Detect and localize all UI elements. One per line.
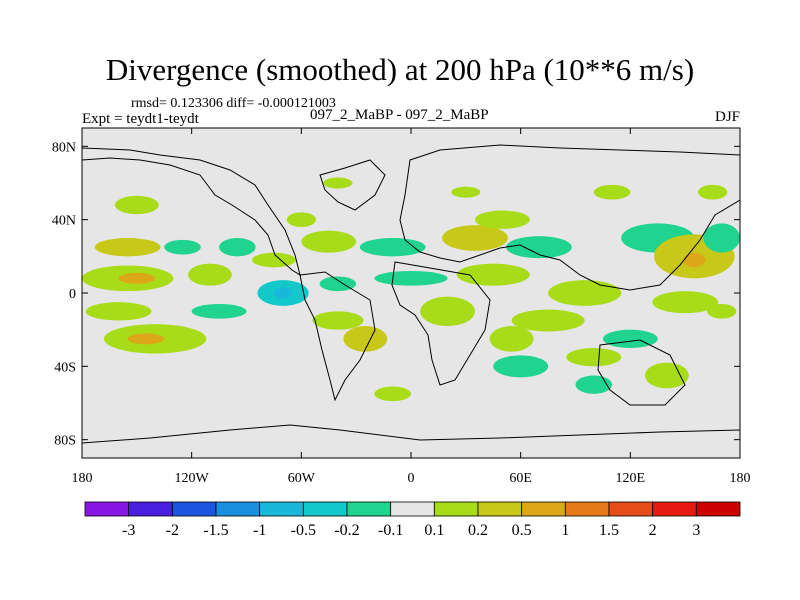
coastline-africa: [391, 261, 491, 386]
field-blob-5: [127, 333, 165, 345]
field-blob-0: [94, 238, 161, 257]
field-blob-21: [420, 296, 475, 327]
colorbar-label: 0.1: [424, 522, 444, 539]
colorbar-label: -3: [122, 522, 135, 539]
colorbar-swatch-9: [477, 501, 523, 517]
field-blob-10: [219, 238, 256, 257]
field-blob-44: [575, 375, 613, 394]
colorbar-swatch-11: [564, 501, 610, 517]
field-blob-37: [644, 362, 689, 389]
colorbar-label: 1: [561, 522, 569, 539]
colorbar-swatch-13: [652, 501, 697, 517]
colorbar-label: 0.5: [512, 522, 532, 539]
field-blob-30: [566, 348, 622, 367]
field-blob-9: [191, 304, 247, 319]
colorbar-label: 1.5: [599, 522, 619, 539]
colorbar-swatch-0: [84, 501, 130, 517]
field-blob-3: [85, 302, 152, 321]
axis-ticks: [81, 128, 741, 458]
divergence-field: [82, 177, 740, 402]
colorbar-label: -1: [253, 522, 266, 539]
colorbar-label: -2: [166, 522, 179, 539]
colorbar-swatch-3: [215, 501, 261, 517]
x-tick-label: 120E: [616, 471, 646, 486]
field-blob-36: [652, 291, 719, 314]
field-blob-20: [374, 271, 448, 286]
field-blob-7: [164, 239, 201, 255]
field-blob-24: [456, 263, 530, 286]
coastlines: [82, 144, 740, 444]
field-blob-35: [703, 223, 740, 253]
coastline-australia: [597, 339, 686, 406]
y-tick-label: 40N: [52, 214, 76, 229]
colorbar-swatch-7: [390, 501, 435, 517]
coastline-antarctica: [82, 424, 740, 444]
field-blob-34: [683, 252, 706, 268]
colorbar-label: -1.5: [203, 522, 228, 539]
field-blob-27: [489, 326, 534, 352]
colorbar-swatch-1: [128, 501, 173, 517]
colorbar-label: 3: [692, 522, 700, 539]
colorbar-swatch-12: [608, 501, 654, 517]
chart-title: Divergence (smoothed) at 200 hPa (10**6 …: [105, 52, 695, 87]
field-blob-40: [697, 184, 728, 200]
colorbar-swatch-10: [521, 501, 566, 517]
x-tick-label: 180: [730, 471, 751, 486]
colorbar-label: -0.1: [378, 522, 403, 539]
colorbar-swatch-14: [695, 501, 741, 517]
coastline-eurasia: [399, 144, 740, 291]
field-blob-11: [251, 252, 296, 268]
experiment-label: Expt = teydt1-teydt: [82, 111, 199, 127]
colorbar-label: 0.2: [468, 522, 488, 539]
field-blob-6: [114, 195, 159, 215]
field-blob-28: [493, 355, 549, 378]
field-blob-14: [301, 230, 357, 253]
x-tick-label: 120W: [175, 471, 210, 486]
coastline-greenland: [319, 159, 386, 211]
colorbar-label: 2: [649, 522, 657, 539]
field-blob-8: [188, 263, 232, 286]
y-tick-label: 40S: [54, 360, 76, 375]
coastline-north-america: [82, 147, 301, 277]
experiment-name-label: 097_2_MaBP - 097_2_MaBP: [310, 107, 489, 123]
y-tick-label: 80S: [54, 434, 76, 449]
colorbar-label: -0.5: [291, 522, 316, 539]
field-blob-38: [707, 304, 737, 319]
colorbar: -3 -2 -1.5 -1 -0.5 -0.2 -0.1 0.1 0.2 0.5 1 1.5 2 3: [84, 501, 741, 539]
x-tick-label: 0: [408, 471, 415, 486]
colorbar-swatch-6: [346, 501, 392, 517]
field-blob-39: [593, 184, 631, 200]
field-blob-43: [374, 386, 411, 402]
colorbar-swatch-4: [259, 501, 304, 517]
field-blob-22: [442, 225, 508, 251]
colorbar-swatch-8: [433, 501, 479, 517]
field-blob-18: [359, 238, 426, 257]
field-blob-19: [286, 212, 316, 228]
field-blob-26: [511, 309, 585, 332]
field-blob-29: [548, 280, 622, 306]
field-blob-15: [319, 276, 357, 292]
field-blob-17: [343, 326, 388, 352]
y-tick-label: 80N: [52, 140, 76, 155]
colorbar-swatch-5: [302, 501, 348, 517]
season-label: DJF: [714, 109, 740, 125]
colorbar-swatch-2: [171, 501, 217, 517]
field-blob-2: [118, 272, 156, 284]
field-blob-23: [474, 210, 530, 229]
field-blob-16: [312, 311, 364, 330]
x-tick-label: 60E: [509, 471, 532, 486]
stats-label: rmsd= 0.123306 diff= -0.000121003: [131, 96, 336, 111]
x-tick-label: 180: [72, 471, 93, 486]
axis-tick-labels: 180 120W 60W 0 60E 120E 180 80N 40N 0 40S 80S: [52, 140, 751, 486]
y-tick-label: 0: [69, 287, 76, 302]
field-blob-13: [273, 287, 293, 299]
field-blob-41: [323, 177, 353, 189]
field-blob-25: [506, 236, 572, 259]
colorbar-label: -0.2: [334, 522, 359, 539]
field-blob-42: [451, 186, 481, 198]
x-tick-label: 60W: [288, 471, 316, 486]
plot-background: [82, 128, 740, 458]
coastline-south-america: [299, 271, 376, 402]
